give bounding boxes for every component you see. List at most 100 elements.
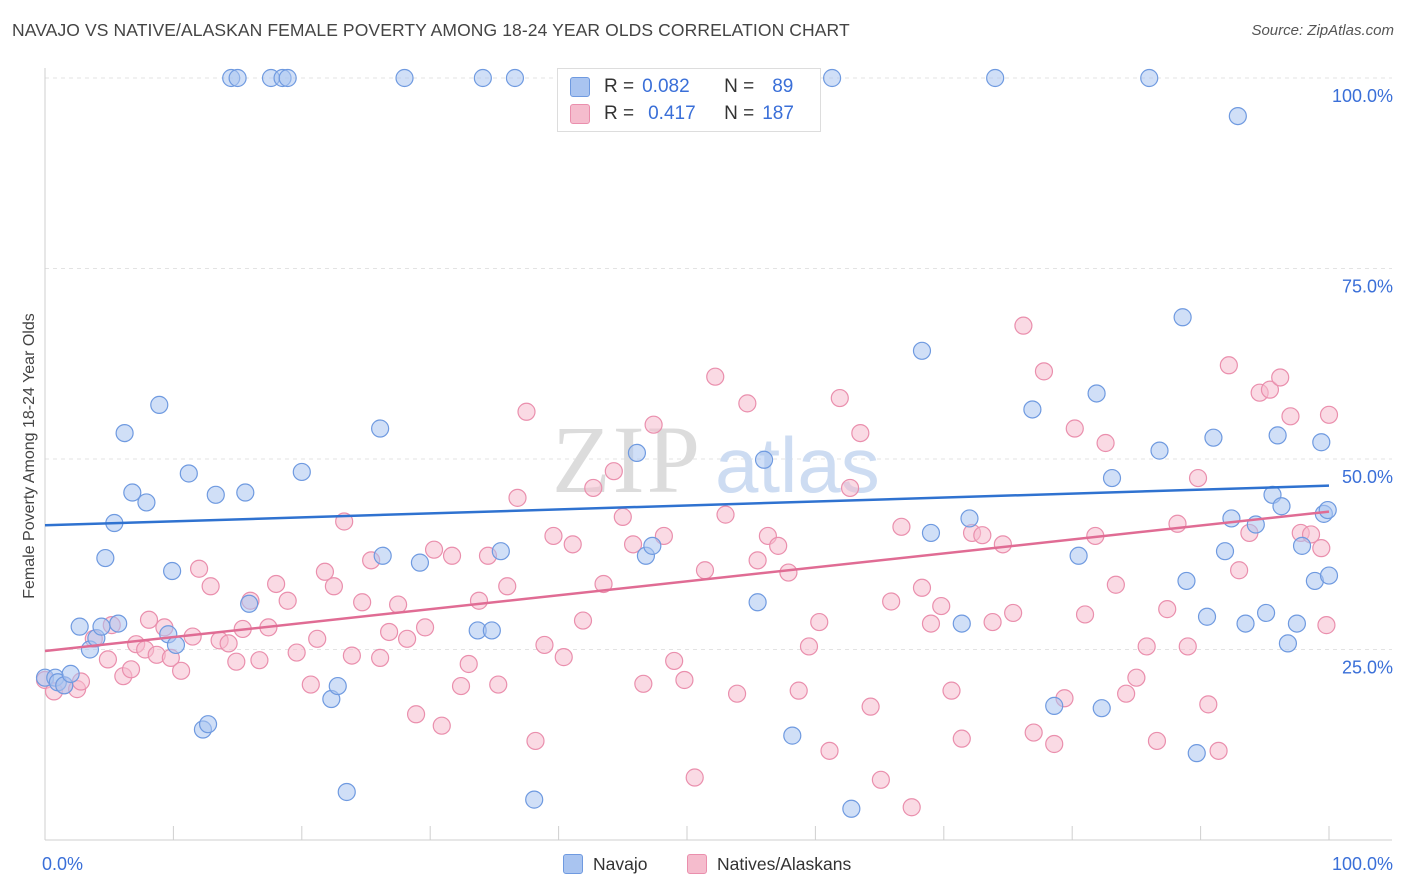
legend-navajo-swatch	[563, 854, 583, 874]
natives-point	[799, 637, 819, 656]
navajo-point	[1278, 634, 1298, 653]
natives-point	[634, 674, 653, 693]
tick-labels: 100.0% 75.0% 50.0% 25.0% 0.0% 100.0%	[42, 86, 1393, 874]
natives-point	[882, 592, 901, 611]
natives-point	[685, 768, 704, 787]
natives-point	[1137, 637, 1156, 656]
natives-point	[613, 507, 632, 527]
natives-point	[308, 629, 327, 648]
natives-point	[98, 650, 118, 669]
natives-point	[1065, 419, 1084, 438]
natives-point	[1127, 668, 1146, 687]
natives-point	[415, 618, 435, 637]
natives-point	[287, 643, 306, 662]
y-tick-label: 100.0%	[1332, 86, 1393, 106]
navajo-trend-line	[44, 484, 1330, 527]
natives-point	[267, 574, 286, 594]
natives-points	[35, 316, 1339, 817]
natives-point	[727, 684, 747, 703]
navajo-point	[109, 614, 128, 633]
natives-point	[563, 535, 582, 554]
navajo-point	[240, 594, 259, 613]
natives-point	[278, 591, 297, 610]
natives-point	[973, 526, 992, 545]
navajo-point	[1204, 428, 1223, 447]
natives-point	[1117, 684, 1136, 703]
natives-point	[526, 731, 545, 751]
natives-point	[952, 729, 971, 748]
natives-point	[623, 535, 643, 554]
navajo-point	[482, 621, 501, 640]
navajo-point	[1187, 744, 1206, 763]
navajo-point	[1312, 433, 1331, 452]
navajo-point	[525, 790, 544, 809]
natives-point	[830, 388, 849, 408]
navajo-point	[166, 635, 186, 655]
natives-point	[810, 612, 829, 632]
navajo-point	[1087, 384, 1106, 403]
natives-point	[769, 536, 788, 555]
navajo-point	[1256, 603, 1276, 623]
natives-point	[432, 716, 451, 735]
natives-point	[789, 681, 808, 700]
navajo-point	[1215, 542, 1235, 561]
navajo-point	[1272, 497, 1291, 516]
navajo-point	[179, 464, 198, 483]
navajo-point	[1045, 696, 1064, 715]
navajo-point	[1173, 308, 1192, 327]
natives-point	[508, 488, 527, 507]
navajo-n-label: N =	[724, 76, 755, 97]
y-tick-label: 25.0%	[1342, 658, 1393, 678]
natives-point	[451, 676, 471, 696]
natives-point	[851, 423, 870, 443]
natives-swatch	[570, 104, 590, 124]
navajo-point	[198, 715, 218, 734]
navajo-point	[1319, 566, 1339, 585]
natives-point	[932, 596, 951, 616]
natives-n-value: 187	[762, 103, 794, 124]
navajo-point	[1292, 536, 1312, 555]
natives-point	[748, 551, 767, 570]
navajo-point	[1236, 614, 1255, 633]
navajo-point	[228, 68, 247, 88]
navajo-point	[952, 614, 971, 633]
natives-point	[498, 577, 517, 596]
navajo-point	[1150, 441, 1169, 460]
natives-point	[301, 675, 320, 694]
navajo-points	[35, 68, 1339, 818]
navajo-point	[748, 593, 767, 612]
natives-trend-line	[44, 510, 1330, 653]
navajo-point	[163, 561, 182, 581]
natives-r-label: R =	[604, 103, 635, 124]
natives-point	[544, 526, 563, 546]
natives-point	[716, 505, 735, 524]
navajo-point	[1177, 571, 1196, 591]
natives-point	[706, 367, 725, 386]
natives-point	[1158, 600, 1177, 619]
legend-item-natives[interactable]: Natives/Alaskans	[687, 852, 851, 876]
natives-point	[921, 614, 941, 633]
natives-point	[1312, 539, 1331, 558]
natives-r-value: 0.417	[648, 103, 696, 124]
navajo-point	[123, 483, 142, 502]
legend-item-navajo[interactable]: Navajo	[563, 852, 647, 876]
natives-point	[594, 574, 613, 594]
navajo-point	[371, 419, 390, 438]
navajo-point	[150, 395, 169, 414]
natives-point	[250, 651, 269, 670]
natives-point	[779, 563, 798, 582]
navajo-r-value: 0.082	[642, 76, 690, 97]
natives-point	[1281, 407, 1300, 426]
navajo-point	[912, 341, 932, 360]
natives-point	[1178, 637, 1197, 656]
y-tick-label: 75.0%	[1342, 277, 1393, 297]
natives-point	[424, 540, 444, 559]
natives-point	[371, 648, 390, 667]
axes	[44, 68, 1392, 841]
navajo-point	[96, 548, 115, 568]
navajo-point	[137, 493, 156, 512]
navajo-point	[921, 523, 941, 543]
natives-point	[380, 622, 399, 642]
natives-point	[604, 462, 623, 481]
